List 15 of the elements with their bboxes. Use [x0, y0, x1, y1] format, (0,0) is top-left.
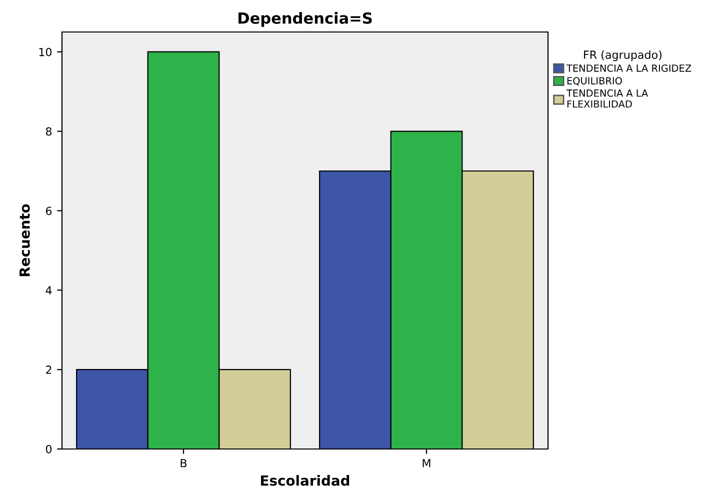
legend-label: TENDENCIA A LA FLEXIBILIDAD	[566, 89, 648, 108]
y-tick-label: 2	[46, 366, 52, 374]
x-tick-label: M	[422, 459, 430, 468]
y-tick-label: 6	[46, 206, 52, 216]
x-axis-title: Escolaridad	[261, 475, 350, 486]
y-axis-title: Recuento	[20, 204, 30, 276]
y-tick-label: 0	[46, 444, 52, 454]
legend-label: TENDENCIA A LA RIGIDEZ	[566, 64, 692, 72]
x-tick-label: B	[180, 459, 187, 468]
chart-title: Dependencia=S	[238, 12, 372, 27]
y-tick-label: 8	[46, 127, 52, 136]
y-tick-label: 10	[39, 48, 52, 56]
legend-label: EQUILIBRIO	[567, 77, 622, 86]
legend-title: FR (agrupado)	[584, 50, 662, 62]
y-tick-label: 4	[46, 286, 52, 294]
